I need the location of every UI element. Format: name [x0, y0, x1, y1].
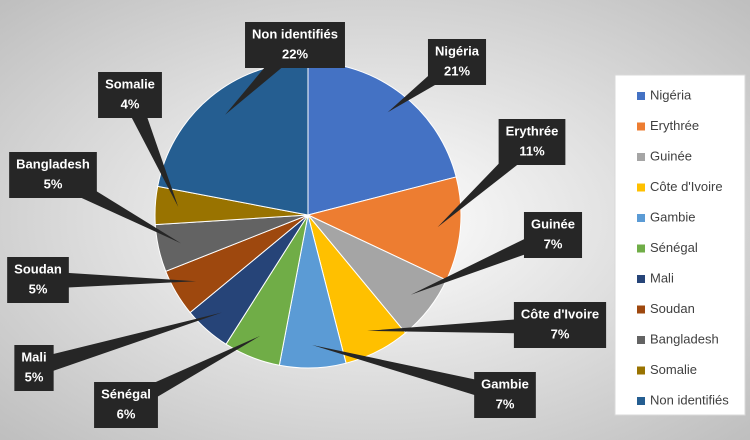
legend-swatch	[637, 122, 645, 131]
data-label-value: 22%	[282, 46, 308, 61]
data-label: Guinée 7%	[523, 212, 583, 258]
data-label-name: Bangladesh	[16, 156, 90, 171]
data-label: Non identifiés 22%	[245, 22, 345, 68]
callout-box	[98, 72, 162, 118]
data-label-value: 5%	[25, 369, 44, 384]
data-label-value: 21%	[444, 63, 470, 78]
callout-box	[9, 152, 97, 198]
data-label: Sénégal 6%	[94, 382, 158, 428]
legend-label: Mali	[650, 270, 674, 285]
data-label: Côte d'Ivoire 7%	[513, 302, 607, 348]
data-label: Erythrée 11%	[498, 119, 566, 165]
data-label-value: 11%	[519, 143, 545, 158]
legend-swatch	[637, 92, 645, 100]
callout-box	[94, 382, 158, 428]
data-label-value: 6%	[117, 406, 136, 421]
data-label-value: 5%	[44, 176, 63, 191]
legend-swatch	[637, 336, 645, 344]
data-label: Bangladesh 5%	[9, 152, 97, 198]
legend-swatch	[637, 397, 645, 405]
data-label: Somalie 4%	[98, 72, 162, 118]
callout-box	[523, 212, 583, 258]
legend-swatch	[637, 305, 645, 314]
data-label-name: Mali	[21, 349, 46, 364]
callout-pointer	[121, 91, 179, 207]
legend-swatch	[637, 153, 645, 161]
callout-box	[245, 22, 345, 68]
legend-label: Nigéria	[650, 87, 692, 102]
data-label: Mali 5%	[14, 345, 54, 391]
data-label: Gambie 7%	[474, 372, 536, 418]
legend-swatch	[637, 183, 645, 192]
data-label-name: Sénégal	[101, 386, 151, 401]
legend-swatch	[637, 244, 645, 253]
callout-pointer	[312, 344, 508, 404]
legend-label: Somalie	[650, 362, 697, 377]
callout-pointer	[37, 271, 197, 289]
data-label: Soudan 5%	[7, 257, 69, 303]
legend-swatch	[637, 366, 645, 375]
data-label-value: 5%	[29, 281, 48, 296]
data-label-value: 4%	[121, 96, 140, 111]
callout-box	[513, 302, 607, 348]
data-label-name: Côte d'Ivoire	[521, 306, 599, 321]
legend-label: Gambie	[650, 209, 696, 224]
legend-label: Soudan	[650, 301, 695, 316]
callout-box	[7, 257, 69, 303]
legend-box	[614, 74, 746, 416]
data-label-name: Nigéria	[435, 43, 480, 58]
data-label-name: Gambie	[481, 376, 529, 391]
legend-label: Côte d'Ivoire	[650, 179, 723, 194]
data-label-name: Guinée	[531, 216, 575, 231]
callout-box	[498, 119, 566, 165]
data-label-value: 7%	[496, 396, 515, 411]
data-label-value: 7%	[551, 326, 570, 341]
legend-label: Erythrée	[650, 118, 699, 133]
data-label: Nigéria 21%	[427, 39, 487, 85]
data-label-value: 7%	[544, 236, 563, 251]
data-label-name: Erythrée	[506, 123, 559, 138]
callout-box	[474, 372, 536, 418]
data-label-name: Non identifiés	[252, 26, 338, 41]
callout-pointer	[31, 312, 222, 377]
legend-label: Guinée	[650, 148, 692, 163]
data-label-name: Somalie	[105, 76, 155, 91]
legend-swatch	[637, 275, 645, 283]
legend-label: Sénégal	[650, 240, 698, 255]
callout-box	[427, 39, 487, 85]
callout-box	[14, 345, 54, 391]
legend-swatch	[637, 214, 645, 222]
legend-label: Bangladesh	[650, 331, 719, 346]
callout-pointer	[410, 226, 557, 295]
data-label-name: Soudan	[14, 261, 62, 276]
callout-pointer	[367, 316, 561, 334]
legend-label: Non identifiés	[650, 392, 729, 407]
pie-slice	[306, 176, 462, 281]
